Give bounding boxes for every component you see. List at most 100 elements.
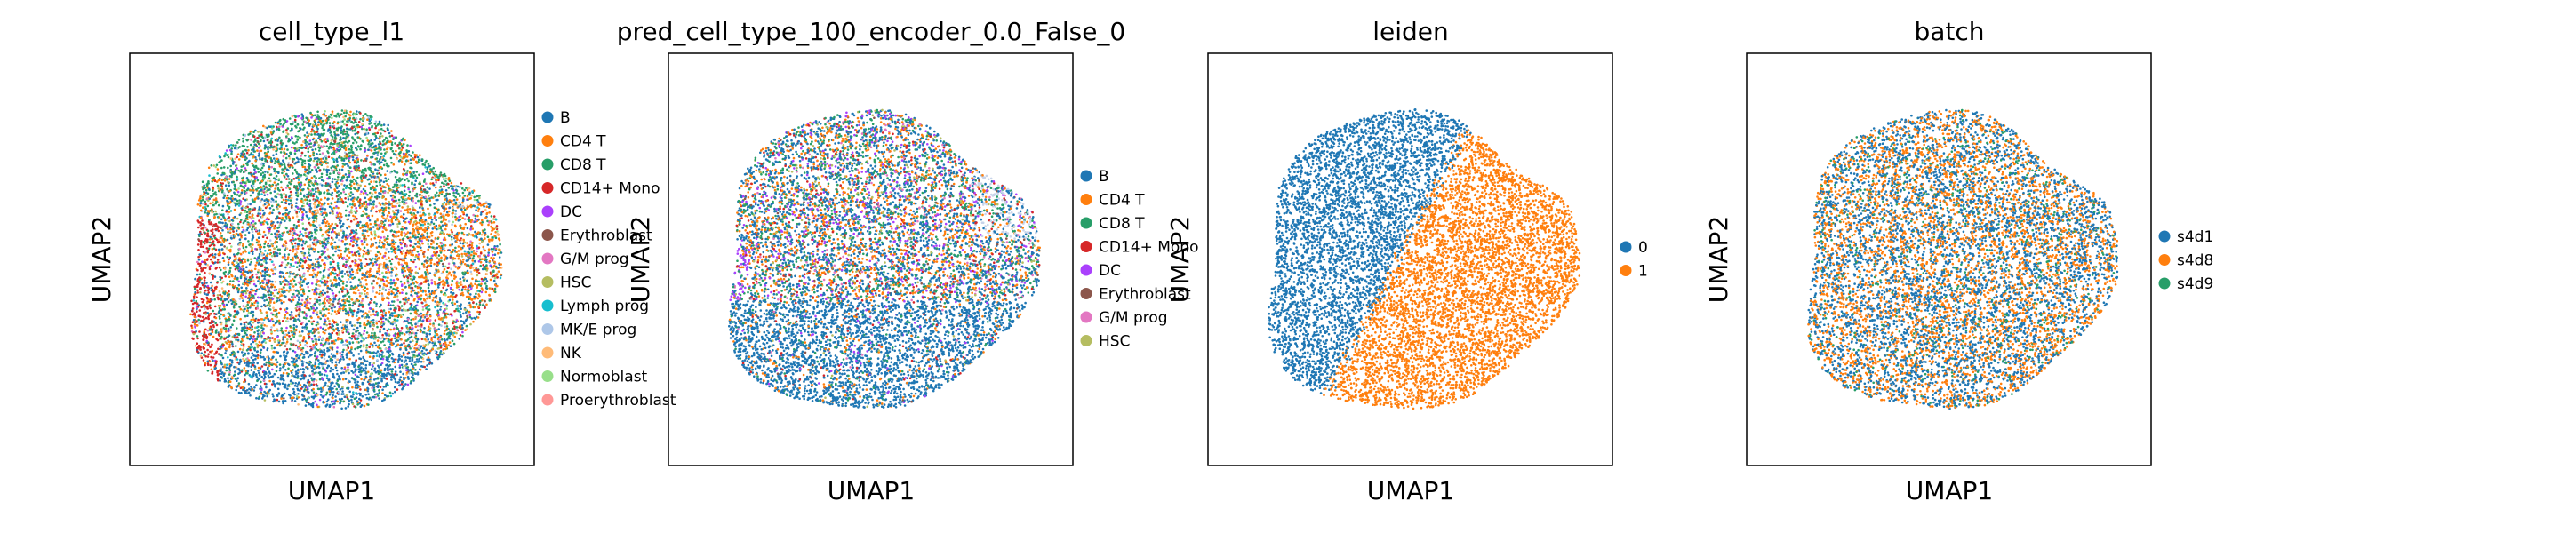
scatter-point <box>230 245 233 248</box>
scatter-point <box>308 199 311 202</box>
scatter-point <box>231 343 234 346</box>
scatter-point <box>299 211 301 213</box>
scatter-point <box>331 290 333 292</box>
scatter-point <box>320 211 323 213</box>
scatter-point <box>468 305 470 307</box>
scatter-point <box>390 219 393 222</box>
scatter-point <box>205 189 208 192</box>
scatter-point <box>466 234 468 236</box>
scatter-point <box>401 364 404 367</box>
scatter-point <box>365 364 368 367</box>
scatter-point <box>319 153 322 155</box>
scatter-point <box>309 211 312 213</box>
scatter-point <box>265 341 268 344</box>
scatter-point <box>332 212 334 215</box>
scatter-point <box>273 324 276 327</box>
scatter-point <box>228 263 230 266</box>
scatter-point <box>366 344 369 346</box>
scatter-point <box>276 128 278 131</box>
scatter-point <box>249 203 252 205</box>
scatter-point <box>415 171 418 173</box>
scatter-point <box>327 223 330 226</box>
scatter-point <box>477 293 480 296</box>
scatter-point <box>228 297 230 299</box>
scatter-point <box>336 350 339 353</box>
scatter-point <box>406 209 409 211</box>
scatter-point <box>329 172 332 175</box>
scatter-point <box>327 317 330 320</box>
scatter-point <box>392 223 395 226</box>
scatter-point <box>373 237 376 240</box>
scatter-point <box>287 256 290 259</box>
scatter-point <box>417 236 420 239</box>
scatter-point <box>329 279 332 282</box>
scatter-point <box>256 362 259 365</box>
scatter-point <box>381 135 384 138</box>
scatter-point <box>369 219 372 222</box>
scatter-point <box>236 386 238 388</box>
scatter-point <box>451 274 453 276</box>
scatter-point <box>332 260 335 263</box>
scatter-point <box>460 278 462 281</box>
scatter-point <box>311 149 314 152</box>
scatter-point <box>352 194 355 196</box>
scatter-point <box>407 211 410 214</box>
scatter-point <box>207 353 210 355</box>
scatter-point <box>348 214 351 217</box>
scatter-point <box>276 144 279 147</box>
scatter-point <box>240 165 243 168</box>
scatter-point <box>352 391 355 394</box>
scatter-point <box>399 330 402 332</box>
scatter-points <box>189 109 502 410</box>
scatter-point <box>422 306 425 308</box>
scatter-point <box>324 374 326 377</box>
scatter-point <box>425 171 428 173</box>
scatter-point <box>297 383 300 386</box>
scatter-point <box>376 172 379 175</box>
scatter-point <box>258 147 260 149</box>
scatter-point <box>284 345 287 347</box>
scatter-point <box>355 229 357 232</box>
scatter-point <box>326 150 329 153</box>
scatter-point <box>276 175 278 178</box>
scatter-point <box>365 137 368 139</box>
scatter-point <box>379 274 381 276</box>
scatter-point <box>370 238 372 241</box>
scatter-point <box>326 375 329 378</box>
scatter-point <box>261 285 264 288</box>
scatter-point <box>439 352 442 354</box>
scatter-point <box>235 144 237 147</box>
scatter-point <box>284 259 287 261</box>
scatter-point <box>362 395 364 398</box>
scatter-point <box>355 243 357 245</box>
scatter-point <box>447 284 450 287</box>
scatter-point <box>414 195 417 197</box>
scatter-point <box>260 351 262 354</box>
scatter-point <box>302 227 305 230</box>
scatter-point <box>334 242 337 244</box>
scatter-point <box>406 178 409 180</box>
scatter-point <box>259 229 261 232</box>
scatter-point <box>474 199 476 202</box>
scatter-point <box>341 109 344 112</box>
scatter-point <box>439 233 442 235</box>
scatter-point <box>353 291 356 294</box>
scatter-point <box>217 185 220 187</box>
scatter-point <box>442 287 444 290</box>
scatter-point <box>409 145 412 147</box>
scatter-point <box>364 405 366 408</box>
scatter-point <box>404 297 407 299</box>
scatter-point <box>220 360 222 362</box>
scatter-point <box>257 305 260 307</box>
scatter-point <box>275 160 277 163</box>
scatter-point <box>200 227 203 230</box>
scatter-point <box>276 221 279 224</box>
scatter-point <box>375 211 378 213</box>
scatter-point <box>292 115 294 118</box>
scatter-point <box>355 359 357 362</box>
scatter-point <box>236 194 239 196</box>
scatter-point <box>396 258 398 260</box>
scatter-point <box>274 286 276 289</box>
scatter-point <box>370 250 372 252</box>
scatter-point <box>228 184 231 187</box>
